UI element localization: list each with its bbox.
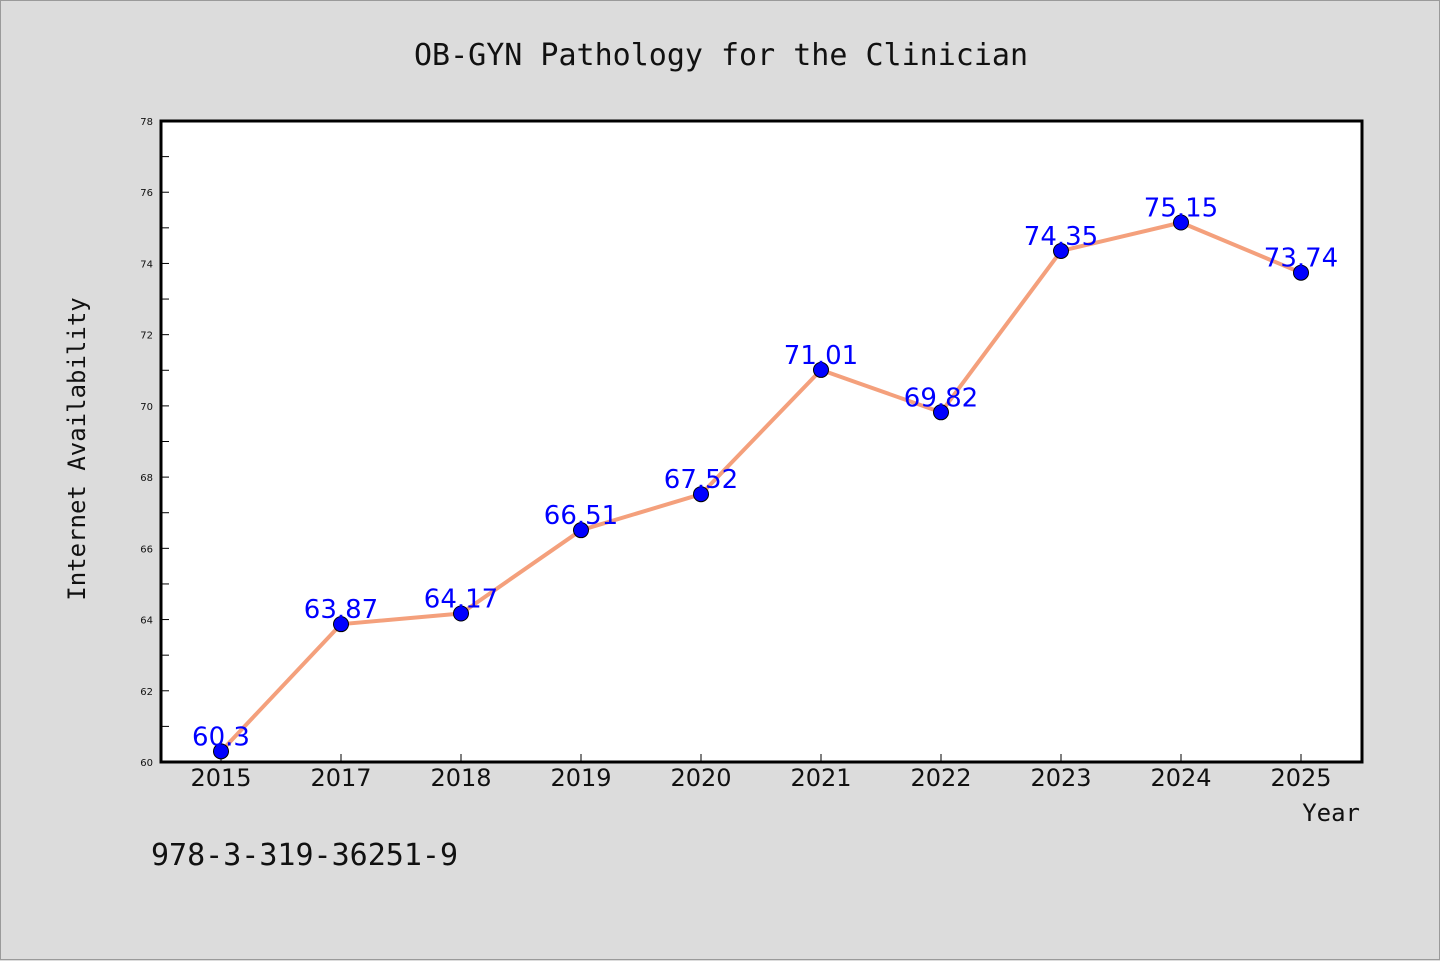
- data-label: 69.82: [904, 383, 978, 413]
- x-tick-label: 2023: [1030, 764, 1091, 792]
- chart-title: OB-GYN Pathology for the Clinician: [414, 38, 1028, 73]
- y-tick-label: 70: [140, 402, 153, 413]
- data-label: 73.74: [1264, 244, 1338, 274]
- y-tick-label: 76: [140, 188, 153, 199]
- y-tick-label: 60: [140, 758, 153, 769]
- y-tick-label: 62: [140, 687, 153, 698]
- data-point: [573, 522, 589, 539]
- x-tick-label: 2017: [310, 764, 371, 792]
- data-point: [933, 404, 949, 421]
- y-axis: 60 62 64 66 68 70 72 74 76 78: [140, 117, 169, 769]
- data-point: [693, 486, 709, 503]
- y-tick-label: 68: [140, 473, 153, 484]
- data-point: [333, 616, 349, 633]
- y-tick-label: 66: [140, 544, 153, 555]
- x-tick-label: 2018: [430, 764, 491, 792]
- isbn-text: 978-3-319-36251-9: [151, 838, 458, 873]
- x-tick-label: 2024: [1150, 764, 1211, 792]
- data-label: 75.15: [1144, 193, 1218, 223]
- y-tick-label: 74: [140, 259, 153, 270]
- data-point: [1293, 264, 1309, 281]
- data-point: [813, 361, 829, 378]
- data-point: [1173, 214, 1189, 231]
- data-label: 64.17: [424, 585, 498, 615]
- y-tick-label: 78: [140, 117, 153, 128]
- y-tick-label: 72: [140, 331, 153, 342]
- data-point: [213, 743, 229, 760]
- data-point: [1053, 242, 1069, 259]
- x-tick-label: 2025: [1270, 764, 1331, 792]
- data-label: 63.87: [304, 595, 378, 625]
- data-point: [453, 605, 469, 622]
- x-tick-label: 2019: [550, 764, 611, 792]
- data-label: 71.01: [784, 341, 858, 371]
- data-label: 74.35: [1024, 222, 1098, 252]
- x-tick-label: 2020: [670, 764, 731, 792]
- data-label: 66.51: [544, 501, 618, 531]
- data-label: 67.52: [664, 465, 738, 495]
- y-tick-label: 64: [140, 616, 153, 627]
- x-tick-label: 2022: [910, 764, 971, 792]
- x-tick-label: 2021: [790, 764, 851, 792]
- x-axis-title: Year: [1302, 799, 1360, 827]
- y-axis-title: Internet Availability: [63, 297, 91, 600]
- series-line: [219, 220, 1302, 753]
- data-label: 60.3: [192, 722, 250, 752]
- series-group: 60.3 63.87 64.17 66.51 67.52 71.01 69.82 74.35 7…: [192, 193, 1338, 760]
- x-tick-label: 2015: [190, 764, 251, 792]
- x-axis: 2015 2017 2018 2019 2020 2021 2022 2023 2024 2025: [190, 754, 1332, 792]
